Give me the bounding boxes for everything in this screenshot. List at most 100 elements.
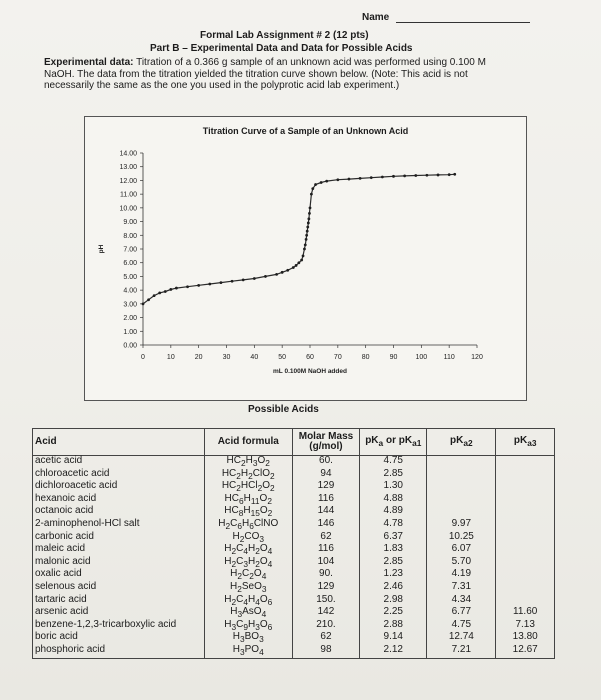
x-tick-label: 30 [223, 354, 231, 361]
data-point [303, 243, 307, 247]
x-tick-label: 50 [278, 354, 286, 361]
acid-formula-cell: H2C4H4O6 [203, 594, 293, 608]
data-point [347, 177, 351, 181]
y-tick-label: 5.00 [123, 274, 137, 281]
acid-formula-cell: HC2H3O2 [203, 455, 293, 469]
data-point [392, 174, 395, 178]
y-tick-label: 4.00 [123, 288, 137, 295]
pka1-cell: 4.78 [359, 519, 428, 532]
data-point [147, 298, 150, 302]
acid-formula-cell: H3PO4 [203, 644, 293, 659]
acid-formula-cell: H2C2O4 [203, 569, 293, 582]
y-tick-label: 6.00 [123, 260, 137, 267]
data-point [436, 173, 440, 177]
table-row: 2-aminophenol-HCl salt H2C6H6ClNO 146 4.78 9… [32, 518, 555, 532]
table-row: hexanoic acid HC6H11O2 116 4.88 [32, 493, 555, 507]
acid-name-cell: arsenic acid [32, 607, 205, 620]
pka3-cell [495, 581, 555, 595]
experimental-text-2: NaOH. The data from the titration yielde… [44, 68, 468, 80]
acid-name-cell: tartaric acid [32, 594, 205, 608]
x-tick-label: 40 [250, 354, 258, 361]
pka2-cell: 7.21 [426, 644, 497, 659]
pka2-cell: 4.34 [426, 594, 497, 608]
data-point [314, 183, 317, 186]
y-tick-label: 12.00 [119, 178, 137, 185]
acid-formula-cell: H2C3H2O4 [203, 556, 293, 570]
table-row: dichloroacetic acid HC2HCl2O2 129 1.30 [32, 481, 555, 494]
acid-formula-cell: H2C6H6ClNO [203, 519, 293, 532]
data-point [141, 302, 145, 306]
chart-title: Titration Curve of a Sample of an Unknow… [202, 126, 409, 136]
acid-name-cell: malonic acid [32, 556, 205, 570]
table-row: chloroacetic acid HC2H2ClO2 94 2.85 [32, 468, 555, 482]
data-point [414, 174, 418, 177]
header-pka3: pKa3 [495, 428, 555, 456]
part-title: Part B – Experimental Data and Data for … [150, 43, 413, 54]
possible-acids-table: Acid Acid formula Molar Mass (g/mol) pKa… [32, 428, 555, 659]
table-row: tartaric acid H2C4H4O6 150. 2.98 4.34 [32, 594, 555, 608]
x-tick-label: 100 [415, 354, 427, 361]
x-tick-label: 70 [334, 354, 342, 361]
pka3-cell [495, 493, 555, 507]
molar-mass-cell: 129 [291, 582, 361, 595]
experimental-data-paragraph: Experimental data: Titration of a 0.366 … [44, 57, 544, 92]
data-point [280, 270, 284, 274]
data-point [163, 290, 167, 293]
pka2-cell: 10.25 [426, 531, 497, 545]
pka1-cell: 1.30 [359, 481, 428, 494]
pka2-cell: 9.97 [426, 519, 497, 532]
molar-mass-cell: 129 [291, 481, 361, 494]
data-point [291, 266, 295, 269]
acid-formula-cell: H2SeO3 [203, 582, 293, 595]
pka2-cell [426, 493, 497, 507]
pka2-cell: 12.74 [426, 632, 497, 645]
data-point [380, 175, 384, 179]
acid-formula-cell: HC2H2ClO2 [203, 468, 293, 482]
data-point [294, 264, 298, 267]
data-point [275, 272, 278, 276]
molar-mass-cell: 60. [291, 455, 361, 469]
table-header-row: Acid Acid formula Molar Mass (g/mol) pKa… [32, 428, 555, 456]
table-row: maleic acid H2C4H2O4 116 1.83 6.07 [32, 544, 555, 557]
data-point [309, 192, 313, 196]
acid-formula-cell: HC8H15O2 [203, 506, 293, 519]
data-point [230, 279, 234, 283]
table-row: boric acid H3BO3 62 9.14 12.74 13.80 [32, 632, 555, 645]
x-tick-label: 110 [444, 354, 455, 361]
pka3-cell [495, 531, 555, 545]
pka3-cell: 12.67 [495, 644, 555, 659]
data-point [369, 176, 373, 180]
y-tick-label: 1.00 [123, 329, 137, 336]
possible-acids-heading: Possible Acids [248, 404, 319, 415]
pka3-cell [495, 518, 555, 532]
x-tick-label: 60 [306, 354, 314, 361]
pka2-cell: 4.75 [426, 619, 497, 633]
data-point [358, 176, 362, 180]
pka1-cell: 2.46 [359, 582, 428, 595]
data-point [319, 181, 323, 184]
experimental-text-1: Titration of a 0.366 g sample of an unkn… [133, 57, 486, 68]
x-tick-label: 10 [167, 354, 175, 361]
molar-mass-cell: 146 [291, 519, 361, 532]
pka3-cell: 13.80 [495, 632, 555, 645]
pka1-cell: 4.75 [359, 455, 428, 469]
acid-name-cell: oxalic acid [32, 569, 205, 582]
pka2-cell: 6.77 [426, 607, 497, 620]
name-blank-line [396, 22, 530, 23]
table-row: oxalic acid H2C2O4 90. 1.23 4.19 [32, 569, 555, 582]
pka2-cell [426, 468, 497, 482]
data-point [301, 254, 305, 258]
pka3-cell [495, 544, 555, 557]
data-point [325, 179, 329, 183]
data-point [306, 225, 310, 229]
acid-name-cell: octanoic acid [32, 506, 205, 519]
pka3-cell [495, 556, 555, 570]
data-point [303, 247, 306, 251]
x-tick-label: 0 [141, 354, 145, 361]
data-point [297, 261, 301, 265]
pka3-cell [495, 594, 555, 608]
header-pka1: pKa or pKa1 [359, 428, 428, 456]
acid-name-cell: selenous acid [32, 582, 205, 595]
titration-plot: 0.00 1.00 2.00 3.00 4.00 5.00 6.00 7.00 8.00 9.00… [98, 151, 483, 376]
